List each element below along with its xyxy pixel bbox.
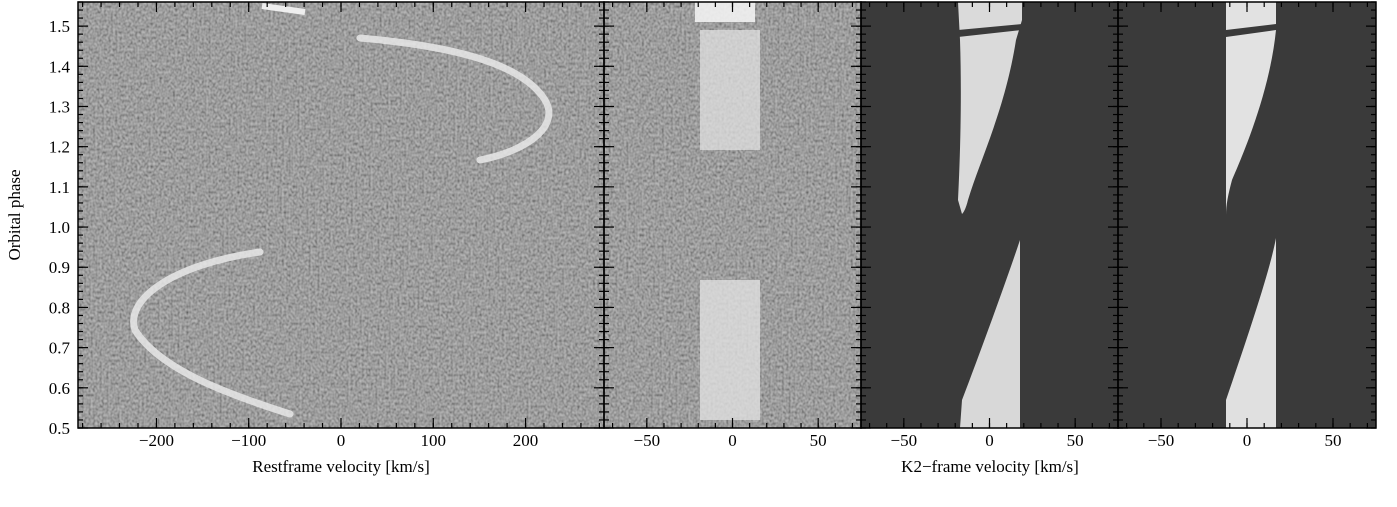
- y-tick-label: 1.3: [49, 97, 70, 116]
- x-tick-label: 0: [1243, 431, 1252, 450]
- band-top: [695, 2, 755, 22]
- axis-tick-labels: −200 −100 0 100 200 −50 0 50 −50 0 50 −50 0 50 0.5 0.6 0…: [49, 17, 1342, 450]
- y-tick-label: 0.5: [49, 419, 70, 438]
- x-tick-label: −50: [1148, 431, 1175, 450]
- y-tick-label: 1.2: [49, 138, 70, 157]
- y-tick-label: 1.4: [49, 57, 71, 76]
- panel-model-2: [1118, 2, 1376, 428]
- panel-restframe: [78, 2, 604, 428]
- model-1-band-lower: [960, 240, 1020, 428]
- y-tick-label: 0.8: [49, 298, 70, 317]
- s-wave-trail-upper: [356, 34, 553, 164]
- axis-ticks: [78, 1, 1376, 429]
- x-tick-label: −50: [891, 431, 918, 450]
- y-tick-label: 1.0: [49, 218, 70, 237]
- x-tick-label: 50: [1067, 431, 1084, 450]
- model-1-band: [958, 2, 1022, 214]
- x-axis-label-left: Restframe velocity [km/s]: [252, 457, 430, 476]
- band-upper: [700, 30, 760, 150]
- model-2-band: [1226, 2, 1276, 215]
- x-tick-label: 0: [728, 431, 737, 450]
- y-axis-label: Orbital phase: [5, 169, 24, 260]
- y-tick-label: 0.9: [49, 258, 70, 277]
- x-tick-label: 0: [337, 431, 346, 450]
- y-tick-label: 0.7: [49, 339, 71, 358]
- model-1-gap: [958, 24, 1022, 37]
- panel-1-noise: [78, 2, 604, 428]
- x-tick-label: 50: [810, 431, 827, 450]
- s-wave-trail-lower: [130, 248, 294, 418]
- s-wave-trail-top: [261, 3, 306, 15]
- x-tick-label: 100: [421, 431, 447, 450]
- x-tick-label: 50: [1325, 431, 1342, 450]
- model-2-gap: [1226, 24, 1276, 37]
- y-tick-label: 0.6: [49, 379, 70, 398]
- x-tick-label: 200: [513, 431, 539, 450]
- x-tick-label: −100: [231, 431, 266, 450]
- x-tick-label: 0: [985, 431, 994, 450]
- x-tick-label: −50: [634, 431, 661, 450]
- x-axis-label-right: K2−frame velocity [km/s]: [901, 457, 1079, 476]
- band-lower: [700, 280, 760, 420]
- x-tick-label: −200: [139, 431, 174, 450]
- model-2-band-lower: [1226, 238, 1276, 428]
- y-tick-label: 1.1: [49, 178, 70, 197]
- panel-model-1: [861, 2, 1118, 428]
- y-tick-label: 1.5: [49, 17, 70, 36]
- panel-k2frame-observed: [604, 2, 861, 428]
